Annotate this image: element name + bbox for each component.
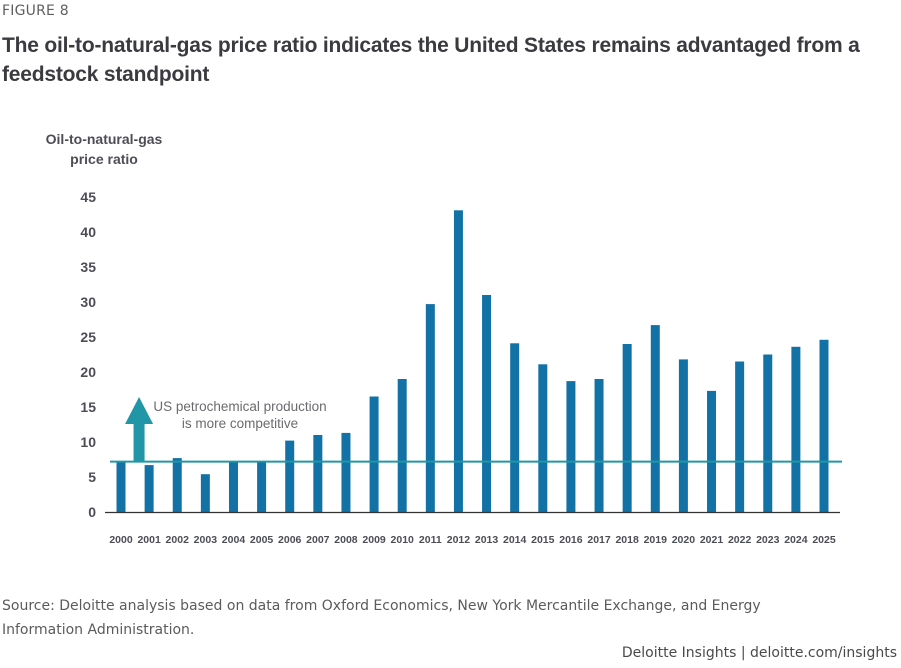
- bar-2002: [172, 458, 182, 512]
- y-axis-label-line-1: Oil-to-natural-gas: [46, 131, 163, 147]
- bar-2000: [116, 462, 126, 512]
- bar-2010: [397, 379, 407, 512]
- x-axis-ticks: 2000 2001 2002 2003 2004 2005 2006 2007 2008 2009…: [109, 534, 836, 546]
- x-tick-label: 2018: [615, 534, 639, 546]
- x-tick-label: 2007: [306, 534, 330, 546]
- x-tick-label: 2003: [194, 534, 218, 546]
- annotation-line-2: is more competitive: [182, 416, 298, 431]
- bar-2019: [650, 325, 660, 512]
- y-tick-label: 35: [80, 259, 96, 275]
- x-tick-label: 2021: [700, 534, 724, 546]
- y-tick-label: 40: [80, 224, 96, 240]
- y-tick-label: 25: [80, 329, 96, 345]
- x-tick-label: 2025: [812, 534, 836, 546]
- figure-label: FIGURE 8: [2, 3, 69, 19]
- x-tick-label: 2019: [644, 534, 668, 546]
- bar-2013: [482, 295, 492, 512]
- bar-2024: [791, 346, 801, 512]
- bar-2005: [257, 462, 267, 512]
- bar-2020: [678, 359, 688, 512]
- bar-2016: [566, 381, 576, 512]
- bar-2004: [228, 462, 238, 512]
- x-tick-label: 2020: [672, 534, 696, 546]
- y-tick-label: 20: [80, 364, 96, 380]
- source-note: Source: Deloitte analysis based on data …: [2, 598, 761, 638]
- bar-2017: [594, 379, 604, 512]
- x-tick-label: 2016: [559, 534, 583, 546]
- annotation-line-1: US petrochemical production: [153, 399, 326, 414]
- y-tick-label: 5: [88, 469, 96, 485]
- chart-title: The oil-to-natural-gas price ratio indic…: [2, 34, 860, 86]
- y-tick-label: 45: [80, 189, 96, 205]
- x-tick-label: 2024: [784, 534, 808, 546]
- x-tick-label: 2010: [391, 534, 415, 546]
- bar-2007: [313, 435, 323, 512]
- y-tick-label: 10: [80, 434, 96, 450]
- bar-2018: [622, 344, 632, 512]
- x-tick-label: 2006: [278, 534, 302, 546]
- x-tick-label: 2013: [475, 534, 499, 546]
- bar-2023: [763, 354, 773, 512]
- x-tick-label: 2005: [250, 534, 274, 546]
- bar-2014: [510, 343, 520, 512]
- bar-2001: [144, 465, 154, 512]
- x-tick-label: 2004: [222, 534, 246, 546]
- y-tick-label: 0: [88, 504, 96, 520]
- bar-2015: [538, 364, 548, 512]
- up-arrow-icon: [125, 397, 154, 462]
- bar-2025: [819, 339, 829, 512]
- bar-2011: [425, 304, 435, 512]
- bar-2009: [369, 396, 379, 512]
- x-tick-label: 2001: [137, 534, 161, 546]
- x-tick-label: 2023: [756, 534, 780, 546]
- x-tick-label: 2017: [587, 534, 611, 546]
- bar-2012: [453, 210, 463, 513]
- y-axis-ticks: 0 5 10 15 20 25 30 35 40 45: [80, 189, 96, 520]
- bar-2021: [707, 390, 717, 512]
- x-tick-label: 2009: [362, 534, 386, 546]
- y-tick-label: 15: [80, 399, 96, 415]
- x-tick-label: 2014: [503, 534, 527, 546]
- y-tick-label: 30: [80, 294, 96, 310]
- y-axis-label-line-2: price ratio: [70, 151, 138, 167]
- x-tick-label: 2002: [166, 534, 190, 546]
- x-tick-label: 2011: [419, 534, 442, 546]
- bar-2006: [285, 440, 295, 512]
- x-tick-label: 2000: [109, 534, 133, 546]
- x-tick-label: 2022: [728, 534, 752, 546]
- x-tick-label: 2012: [447, 534, 471, 546]
- bar-2022: [735, 361, 745, 512]
- bars: [116, 210, 829, 513]
- x-tick-label: 2008: [334, 534, 358, 546]
- bar-2008: [341, 432, 351, 512]
- footer-credit: Deloitte Insights | deloitte.com/insight…: [621, 645, 897, 661]
- bar-2003: [200, 474, 210, 512]
- x-tick-label: 2015: [531, 534, 555, 546]
